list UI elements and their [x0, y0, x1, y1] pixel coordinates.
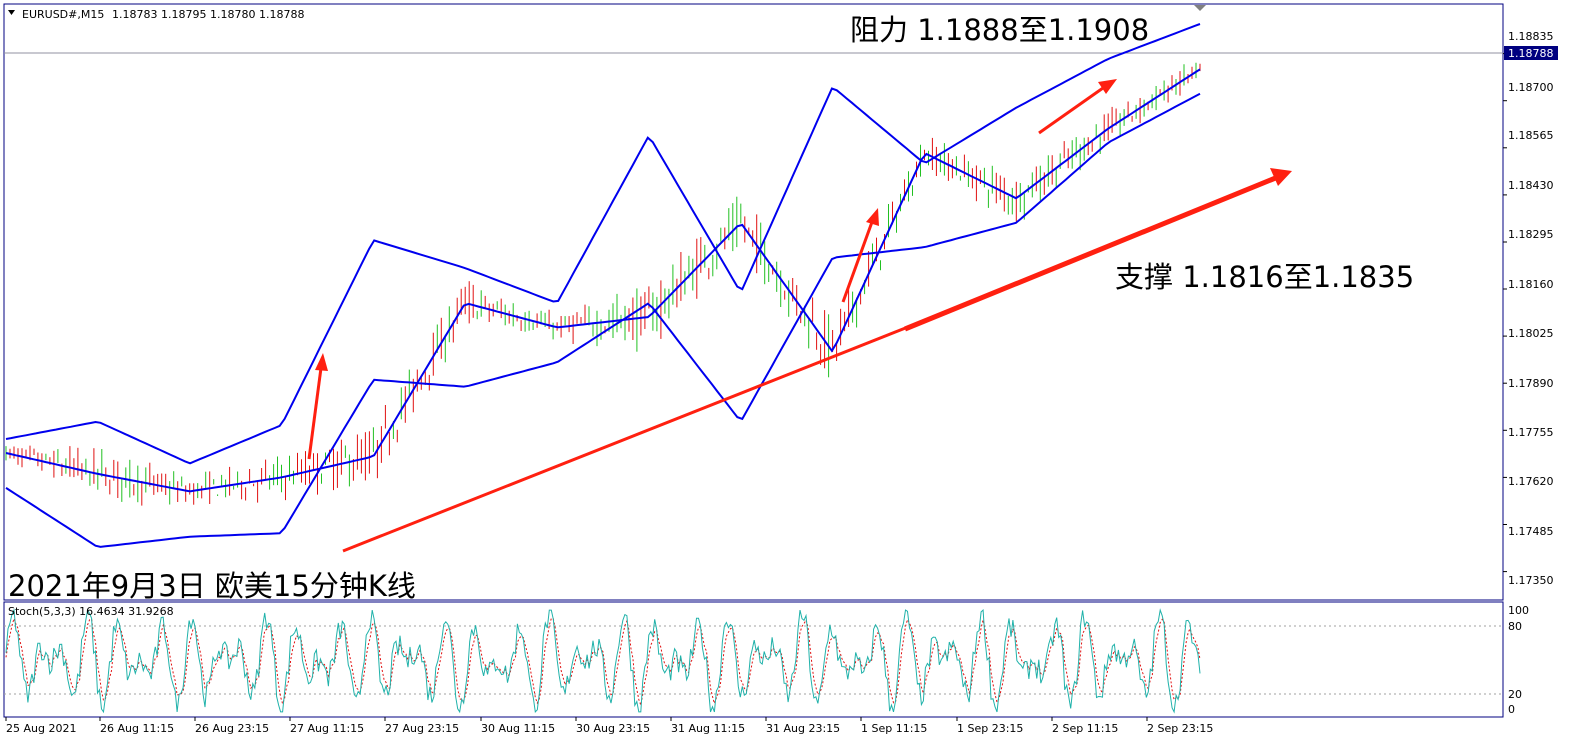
time-tick-label: 2 Sep 23:15 [1147, 722, 1213, 735]
time-axis: 25 Aug 2021 26 Aug 11:15 26 Aug 23:15 27… [6, 722, 1213, 735]
ohlc-values: 1.18783 1.18795 1.18780 1.18788 [112, 8, 304, 21]
time-tick-label: 1 Sep 11:15 [861, 722, 927, 735]
price-tick-label: 1.17620 [1508, 475, 1554, 488]
price-tick-label: 1.18160 [1508, 278, 1554, 291]
time-tick-label: 31 Aug 23:15 [766, 722, 840, 735]
symbol-dropdown-icon[interactable] [8, 10, 15, 15]
price-tick-label: 1.18835 [1508, 30, 1554, 43]
support-trend-line [342, 325, 909, 553]
price-axis: 1.18835 1.18700 1.18565 1.18430 1.18295 … [1508, 30, 1554, 587]
price-tick-label: 1.17350 [1508, 574, 1554, 587]
indicator-frame [3, 601, 1504, 718]
support-annotation: 支撑 1.1816至1.1835 [1115, 260, 1414, 294]
arrow-long-support-head [1270, 168, 1292, 186]
stoch-scale-label: 0 [1508, 703, 1515, 716]
price-tick-label: 1.17755 [1508, 426, 1554, 439]
main-chart-frame [3, 3, 1504, 601]
symbol-label: EURUSD#,M15 [22, 8, 104, 21]
time-tick-label: 26 Aug 23:15 [195, 722, 269, 735]
resistance-annotation: 阻力 1.1888至1.1908 [850, 13, 1149, 47]
stoch-scale-label: 80 [1508, 620, 1522, 633]
arrow-up-sep1-head [866, 208, 879, 226]
stoch-signal-line [5, 616, 1201, 708]
price-tick-label: 1.18430 [1508, 179, 1554, 192]
stoch-scale-label: 100 [1508, 604, 1529, 617]
lower-band-line [5, 92, 1201, 548]
price-tick-label: 1.17890 [1508, 377, 1554, 390]
time-tick-label: 31 Aug 11:15 [671, 722, 745, 735]
arrow-long-support [904, 174, 1279, 332]
time-tick-label: 2 Sep 11:15 [1052, 722, 1118, 735]
price-tick-label: 1.18295 [1508, 228, 1554, 241]
current-price-tag [1504, 46, 1558, 60]
arrow-up-sep2 [1038, 86, 1104, 135]
time-tick-label: 30 Aug 23:15 [576, 722, 650, 735]
middle-band-line [5, 68, 1201, 493]
arrow-up-aug27 [307, 367, 323, 460]
arrow-up-sep1 [841, 221, 874, 303]
current-price-tag-label: 1.18788 [1508, 47, 1554, 60]
time-tick-label: 1 Sep 23:15 [957, 722, 1023, 735]
upper-band-line [5, 23, 1201, 465]
time-tick-label: 26 Aug 11:15 [100, 722, 174, 735]
price-tick-label: 1.17485 [1508, 525, 1554, 538]
time-axis-ticks [5, 717, 1148, 721]
stochastic-lines-group [5, 608, 1201, 714]
price-tick-label: 1.18565 [1508, 129, 1554, 142]
time-tick-label: 25 Aug 2021 [6, 722, 76, 735]
time-tick-label: 30 Aug 11:15 [481, 722, 555, 735]
stoch-indicator-label: Stoch(5,3,3) 16.4634 31.9268 [8, 605, 174, 618]
price-tick-label: 1.18025 [1508, 327, 1554, 340]
price-axis-ticks [1503, 53, 1507, 573]
stoch-scale-label: 20 [1508, 688, 1522, 701]
stoch-main-line [5, 608, 1201, 714]
price-tick-label: 1.18700 [1508, 81, 1554, 94]
chart-caption: 2021年9月3日 欧美15分钟K线 [8, 569, 416, 603]
chart-shift-marker[interactable] [1194, 5, 1206, 11]
bollinger-bands-group [5, 23, 1201, 548]
arrow-up-sep2-head [1098, 79, 1117, 94]
arrow-up-aug27-head [315, 353, 328, 371]
time-tick-label: 27 Aug 23:15 [385, 722, 459, 735]
time-tick-label: 27 Aug 11:15 [290, 722, 364, 735]
